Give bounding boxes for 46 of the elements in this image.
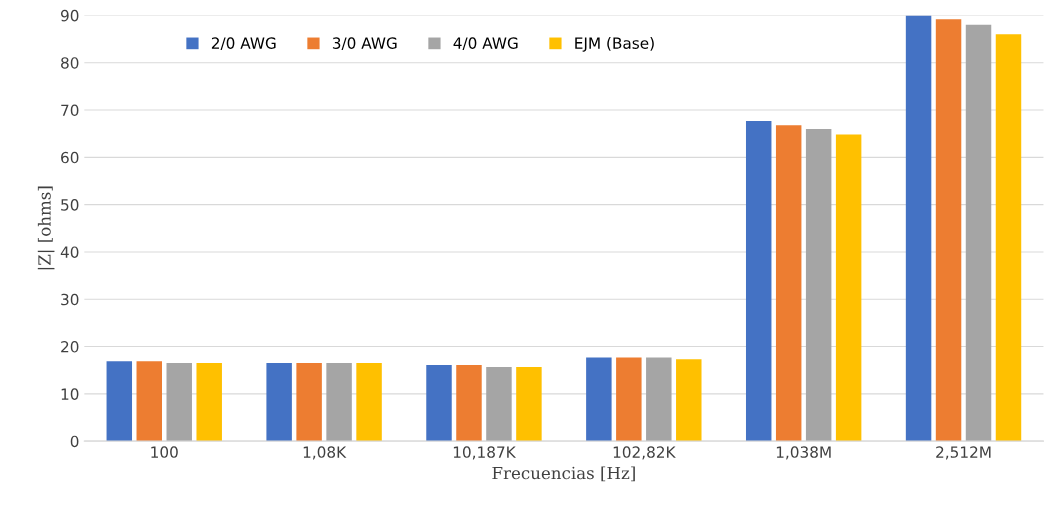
y-tick-label: 90 xyxy=(60,9,79,22)
bar xyxy=(266,363,292,442)
x-tick-label: 2,512M xyxy=(936,446,991,460)
bar xyxy=(646,357,672,442)
bar xyxy=(965,24,992,442)
y-axis-title: |Z| [ohms] xyxy=(37,186,55,270)
x-tick-label: 102,82K xyxy=(613,446,676,460)
bar xyxy=(586,357,612,442)
x-axis-title: Frecuencias [Hz] xyxy=(492,466,635,482)
bar xyxy=(516,366,542,442)
bar xyxy=(456,365,482,442)
y-tick-label: 0 xyxy=(70,435,79,448)
bar xyxy=(676,359,702,442)
legend-label: 4/0 AWG xyxy=(453,37,518,51)
x-tick-label: 10,187K xyxy=(453,446,517,460)
bar xyxy=(106,361,133,442)
legend-label: 3/0 AWG xyxy=(332,37,397,51)
bar xyxy=(136,361,162,442)
y-tick-label: 70 xyxy=(61,104,79,117)
x-tick-label: 100 xyxy=(151,446,178,458)
y-tick-label: 60 xyxy=(61,151,79,164)
y-tick-label: 10 xyxy=(61,388,79,400)
bar xyxy=(935,19,962,442)
bar xyxy=(426,365,452,442)
y-tick-label: 50 xyxy=(61,199,79,211)
y-tick-label: 80 xyxy=(61,57,79,69)
y-tick-label: 40 xyxy=(60,246,79,258)
bar xyxy=(745,120,772,442)
bar xyxy=(486,366,512,442)
bar xyxy=(166,363,192,442)
bar xyxy=(995,34,1022,442)
bar xyxy=(326,363,352,442)
legend-label: EJM (Base) xyxy=(575,37,654,52)
bar xyxy=(296,363,322,442)
y-tick-label: 30 xyxy=(61,293,79,306)
bar xyxy=(805,128,832,442)
x-tick-label: 1,038M xyxy=(776,446,831,460)
bar xyxy=(616,357,642,442)
y-tick-label: 20 xyxy=(61,341,79,353)
bar xyxy=(196,363,222,442)
legend-label: 2/0 AWG xyxy=(211,37,276,51)
bar xyxy=(356,363,382,442)
x-tick-label: 1,08K xyxy=(303,446,347,460)
bar xyxy=(835,134,862,442)
bar xyxy=(775,125,802,442)
bar xyxy=(905,15,932,442)
